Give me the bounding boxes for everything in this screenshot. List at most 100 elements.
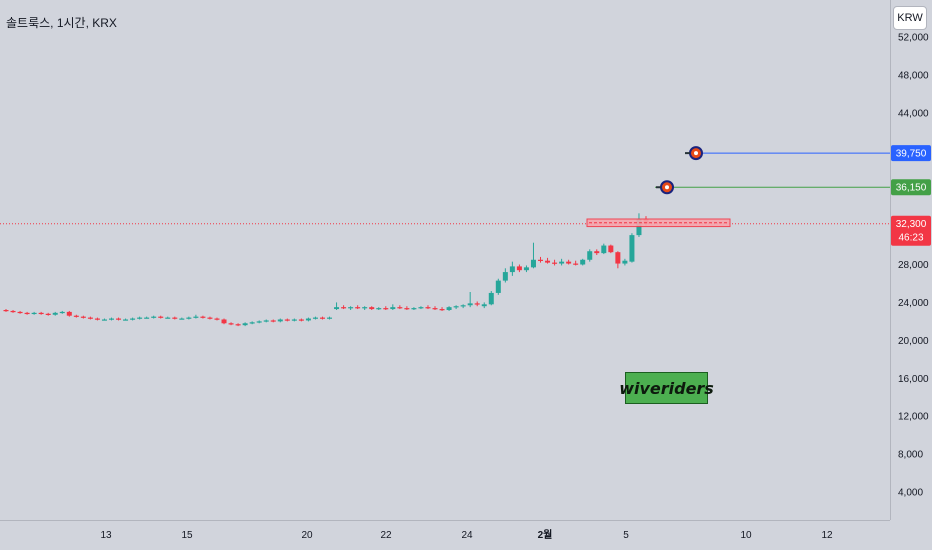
candle-body bbox=[418, 307, 424, 309]
candle bbox=[376, 307, 382, 310]
candle-body bbox=[411, 308, 417, 310]
candle bbox=[397, 305, 403, 310]
price-label-bg bbox=[891, 179, 931, 196]
candle bbox=[341, 305, 347, 310]
price-label-countdown: 46:23 bbox=[898, 233, 923, 244]
candle bbox=[200, 315, 206, 319]
candle bbox=[10, 310, 16, 313]
candle-body bbox=[221, 319, 227, 324]
candle-body bbox=[530, 259, 536, 268]
candle bbox=[601, 243, 607, 255]
time-tick-label: 24 bbox=[461, 530, 473, 541]
candle bbox=[242, 322, 248, 327]
candle bbox=[319, 316, 325, 320]
candle-body bbox=[467, 303, 473, 306]
candle bbox=[390, 304, 396, 310]
candle-body bbox=[552, 262, 558, 264]
price-tick-label: 28,000 bbox=[898, 260, 929, 271]
price-label-text: 32,300 bbox=[896, 219, 927, 230]
candle bbox=[179, 317, 185, 320]
symbol-title[interactable]: 솔트룩스, 1시간, KRX bbox=[6, 16, 117, 30]
candle-body bbox=[186, 317, 192, 319]
candle-body bbox=[587, 251, 593, 260]
candle-body bbox=[305, 318, 311, 321]
candle-body bbox=[474, 303, 480, 305]
candle bbox=[348, 306, 354, 310]
time-tick-label: 15 bbox=[181, 530, 193, 541]
currency-button[interactable]: KRW bbox=[893, 6, 927, 30]
candle-body bbox=[228, 323, 234, 325]
price-tick-label: 4,000 bbox=[898, 488, 923, 499]
candle bbox=[165, 316, 171, 319]
candle-body bbox=[460, 305, 466, 307]
candle bbox=[291, 318, 297, 322]
candle bbox=[530, 242, 536, 269]
target-center bbox=[665, 185, 669, 190]
candle bbox=[158, 315, 164, 319]
target-center bbox=[694, 151, 698, 156]
candle-body bbox=[594, 251, 600, 254]
candle bbox=[66, 310, 72, 317]
candle bbox=[622, 258, 628, 266]
candle bbox=[552, 259, 558, 266]
candle bbox=[45, 312, 51, 316]
candle-body bbox=[348, 307, 354, 309]
candle-body bbox=[319, 317, 325, 319]
candle bbox=[474, 301, 480, 307]
time-axis[interactable]: 13 15 20 22 24 2월 5 10 12 bbox=[0, 520, 890, 542]
candle-body bbox=[235, 324, 241, 326]
candle-body bbox=[446, 307, 452, 310]
candle bbox=[235, 323, 241, 327]
target-2-icon bbox=[656, 180, 674, 195]
candle-body bbox=[453, 306, 459, 308]
price-label: 39,750 bbox=[891, 145, 931, 162]
candle-body bbox=[108, 318, 114, 320]
candle bbox=[411, 307, 417, 310]
candle bbox=[52, 311, 58, 316]
candle-body bbox=[130, 318, 136, 320]
candle bbox=[573, 260, 579, 266]
candle bbox=[383, 306, 389, 310]
candle-body bbox=[432, 308, 438, 310]
candle-body bbox=[439, 309, 445, 311]
candle-body bbox=[45, 313, 51, 315]
price-tick-label: 16,000 bbox=[898, 374, 929, 385]
candle-body bbox=[397, 307, 403, 309]
price-label: 36,150 bbox=[891, 179, 931, 196]
candle-body bbox=[66, 311, 72, 316]
time-tick-label: 12 bbox=[821, 530, 833, 541]
candle bbox=[221, 318, 227, 325]
price-tick-label: 8,000 bbox=[898, 450, 923, 461]
candle bbox=[404, 306, 410, 310]
candle-body bbox=[31, 312, 37, 315]
candle-body bbox=[3, 310, 9, 312]
candle-body bbox=[291, 319, 297, 321]
candle bbox=[270, 319, 276, 323]
candle-body bbox=[144, 317, 150, 319]
candle-body bbox=[17, 311, 23, 314]
candle bbox=[516, 264, 522, 273]
candle bbox=[101, 318, 107, 321]
price-label-bg bbox=[891, 145, 931, 162]
time-tick-label: 5 bbox=[623, 530, 629, 541]
candle bbox=[298, 318, 304, 322]
candle-body bbox=[298, 319, 304, 321]
candle-body bbox=[516, 266, 522, 271]
candle bbox=[17, 310, 23, 314]
candle-body bbox=[263, 320, 269, 322]
candle-body bbox=[73, 315, 79, 317]
candle bbox=[214, 317, 220, 321]
candle bbox=[481, 302, 487, 309]
candle-body bbox=[38, 312, 44, 315]
price-axis[interactable]: 52,00048,00044,00040,00036,00032,00028,0… bbox=[890, 0, 930, 520]
candle-body bbox=[622, 260, 628, 264]
candle bbox=[31, 311, 37, 315]
candle bbox=[587, 249, 593, 262]
candle bbox=[3, 309, 9, 312]
candle bbox=[369, 306, 375, 310]
candle-body bbox=[284, 319, 290, 321]
candle-body bbox=[165, 317, 171, 319]
candle-body bbox=[601, 245, 607, 254]
candle bbox=[629, 233, 635, 263]
candle-body bbox=[362, 307, 368, 309]
